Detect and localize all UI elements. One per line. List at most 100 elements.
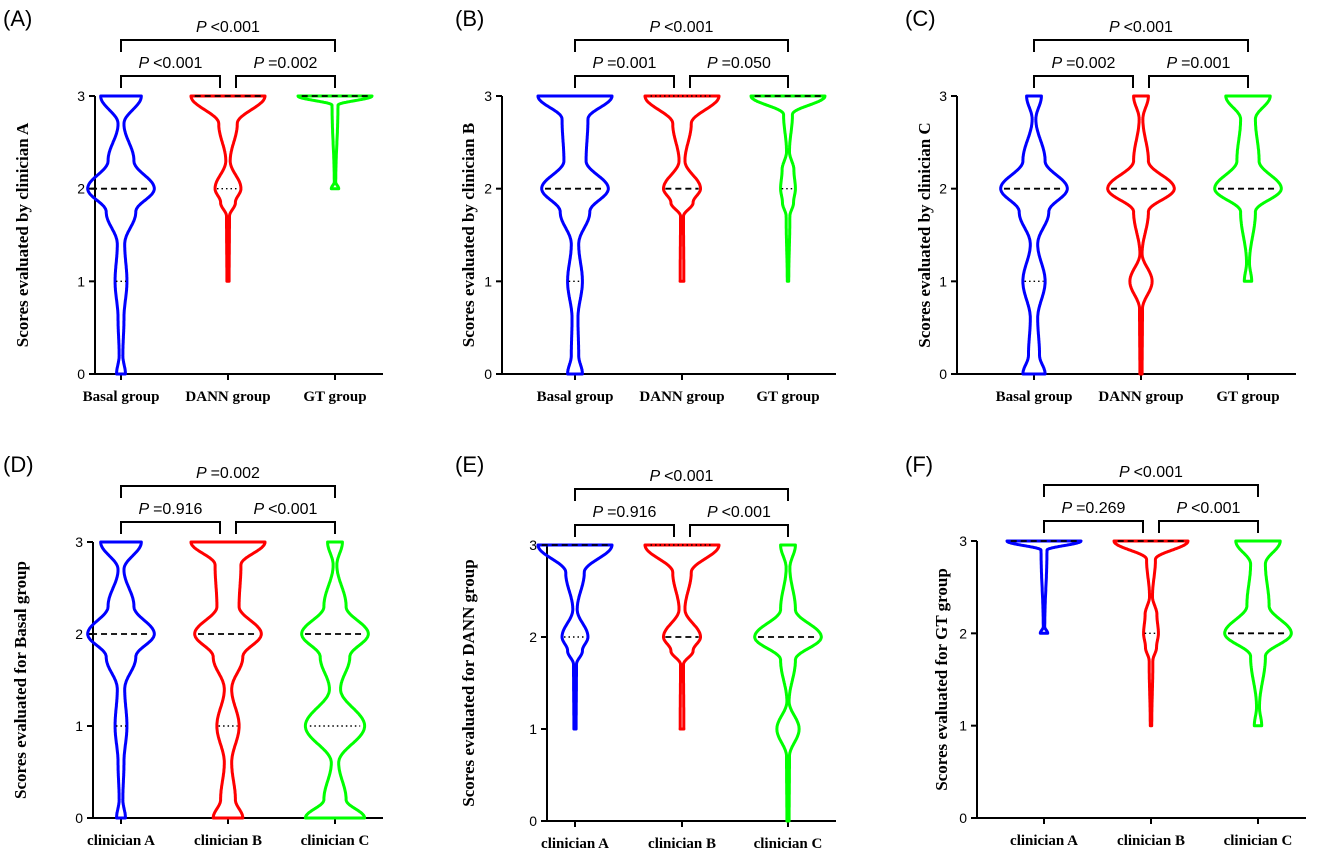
violin-shape bbox=[86, 94, 156, 376]
y-tick-label: 1 bbox=[77, 273, 85, 289]
p-value-label: P <0.001 bbox=[707, 504, 771, 521]
x-tick-label: DANN group bbox=[185, 389, 270, 405]
p-value-label: P <0.001 bbox=[650, 19, 714, 36]
p-value-label: P <0.001 bbox=[139, 55, 203, 72]
violin-shape bbox=[999, 94, 1069, 376]
y-axis-label: Scores evaluated for Basal group bbox=[11, 561, 30, 799]
p-value-label: P =0.050 bbox=[707, 55, 771, 72]
x-tick-label: Basal group bbox=[996, 389, 1073, 405]
y-tick-label: 3 bbox=[484, 88, 492, 104]
significance-bracket bbox=[120, 39, 336, 52]
x-tick-label: GT group bbox=[303, 389, 366, 405]
y-axis-label: Scores evaluated by clinician A bbox=[13, 122, 32, 347]
y-tick-label: 0 bbox=[484, 366, 492, 382]
y-tick-label: 2 bbox=[75, 626, 83, 642]
violin-shape bbox=[643, 543, 721, 731]
y-axis-label: Scores evaluated by clinician C bbox=[915, 122, 934, 347]
y-tick-label: 1 bbox=[75, 718, 83, 734]
significance-bracket bbox=[235, 521, 336, 534]
significance-bracket bbox=[1033, 75, 1134, 88]
y-tick-label: 3 bbox=[959, 533, 967, 549]
x-tick-label: GT group bbox=[1216, 389, 1279, 405]
violin-shape bbox=[536, 543, 614, 731]
significance-bracket bbox=[689, 524, 789, 537]
violin-shape bbox=[86, 540, 156, 820]
significance-bracket bbox=[120, 485, 336, 498]
y-tick-label: 0 bbox=[75, 810, 83, 826]
x-tick-label: DANN group bbox=[1098, 389, 1183, 405]
violin-shape bbox=[753, 543, 823, 823]
significance-bracket bbox=[1158, 520, 1259, 533]
significance-bracket bbox=[235, 75, 336, 88]
violin-shape bbox=[749, 94, 827, 283]
panel-label: (D) bbox=[3, 452, 34, 477]
y-tick-label: 1 bbox=[939, 273, 947, 289]
y-tick-label: 0 bbox=[529, 813, 537, 829]
violin-shape bbox=[643, 94, 721, 283]
violin-shape bbox=[296, 94, 374, 191]
y-tick-label: 3 bbox=[77, 88, 85, 104]
y-tick-label: 0 bbox=[959, 810, 967, 826]
y-tick-label: 3 bbox=[75, 534, 83, 550]
panel-label: (C) bbox=[905, 6, 936, 31]
y-tick-label: 3 bbox=[939, 88, 947, 104]
x-tick-label: clinician B bbox=[1117, 833, 1185, 849]
x-tick-label: clinician A bbox=[87, 833, 155, 849]
violin-shape bbox=[189, 540, 267, 820]
panel-label: (E) bbox=[455, 452, 484, 477]
x-tick-label: Basal group bbox=[537, 389, 614, 405]
y-tick-label: 0 bbox=[939, 366, 947, 382]
significance-bracket bbox=[574, 39, 789, 52]
p-value-label: P <0.001 bbox=[196, 19, 260, 36]
p-value-label: P <0.001 bbox=[1109, 19, 1173, 36]
p-value-label: P =0.916 bbox=[593, 504, 657, 521]
y-tick-label: 2 bbox=[939, 181, 947, 197]
x-tick-label: clinician B bbox=[194, 833, 262, 849]
panel-label: (F) bbox=[905, 452, 933, 477]
violin-shape bbox=[1223, 539, 1293, 728]
p-value-label: P <0.001 bbox=[650, 468, 714, 485]
y-tick-label: 3 bbox=[529, 537, 537, 553]
x-tick-label: clinician C bbox=[754, 836, 823, 850]
p-value-label: P =0.916 bbox=[139, 501, 203, 518]
significance-bracket bbox=[120, 75, 221, 88]
x-tick-label: clinician C bbox=[301, 833, 370, 849]
x-tick-label: DANN group bbox=[639, 389, 724, 405]
x-tick-label: clinician A bbox=[1010, 833, 1078, 849]
y-tick-label: 1 bbox=[959, 718, 967, 734]
chart-panel-a: (A) 0 1 2 3 Basal group DANN group GT group Scor… bbox=[3, 6, 383, 405]
y-tick-label: 0 bbox=[77, 366, 85, 382]
y-axis-label: Scores evaluated for DANN group bbox=[459, 559, 478, 806]
significance-bracket bbox=[1148, 75, 1249, 88]
y-tick-label: 1 bbox=[484, 273, 492, 289]
chart-panel-d: (D) 0 1 2 3 clinician A clinician B clinician C… bbox=[3, 452, 383, 849]
x-tick-label: GT group bbox=[756, 389, 819, 405]
chart-panel-b: (B) 0 1 2 3 Basal group DANN group GT group Scor… bbox=[455, 6, 836, 405]
violin-shape bbox=[189, 94, 267, 283]
p-value-label: P =0.001 bbox=[593, 55, 657, 72]
panel-label: (B) bbox=[455, 6, 484, 31]
chart-panel-f: (F) 0 1 2 3 clinician A clinician B clinician C… bbox=[905, 452, 1306, 849]
p-value-label: P =0.002 bbox=[1052, 55, 1116, 72]
x-tick-label: Basal group bbox=[83, 389, 160, 405]
x-tick-label: clinician B bbox=[648, 836, 716, 850]
significance-bracket bbox=[574, 75, 675, 88]
p-value-label: P <0.001 bbox=[1119, 464, 1183, 481]
p-value-label: P <0.001 bbox=[254, 501, 318, 518]
violin-shape bbox=[1005, 539, 1083, 635]
y-tick-label: 1 bbox=[529, 721, 537, 737]
violin-shape bbox=[1213, 94, 1283, 283]
significance-bracket bbox=[689, 75, 789, 88]
y-axis-label: Scores evaluated for GT group bbox=[932, 568, 951, 791]
significance-bracket bbox=[1043, 520, 1144, 533]
chart-panel-c: (C) 0 1 2 3 Basal group DANN group GT group Scor… bbox=[905, 6, 1296, 405]
chart-panel-e: (E) 0 1 2 3 clinician A clinician B clinician C… bbox=[455, 452, 836, 850]
x-tick-label: clinician A bbox=[541, 836, 609, 850]
significance-bracket bbox=[574, 488, 789, 501]
y-tick-label: 2 bbox=[77, 181, 85, 197]
panel-label: (A) bbox=[3, 6, 32, 31]
significance-bracket bbox=[574, 524, 675, 537]
significance-bracket bbox=[1033, 39, 1249, 52]
p-value-label: P =0.002 bbox=[254, 55, 318, 72]
